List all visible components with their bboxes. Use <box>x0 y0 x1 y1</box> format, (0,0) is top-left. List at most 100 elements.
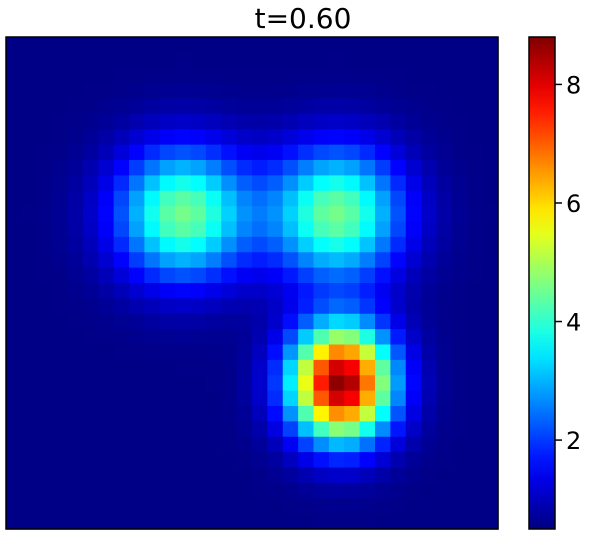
heatmap-cell <box>159 144 176 161</box>
heatmap-cell <box>82 52 99 69</box>
heatmap-cell <box>328 498 345 515</box>
heatmap-cell <box>98 482 115 499</box>
heatmap-cell <box>451 452 468 469</box>
heatmap-cell <box>190 390 207 407</box>
heatmap-cell <box>159 313 176 330</box>
heatmap-cell <box>36 329 53 346</box>
heatmap-cell <box>236 83 253 100</box>
heatmap-cell <box>252 252 268 269</box>
heatmap-cell <box>175 436 192 453</box>
heatmap-cell <box>113 37 130 53</box>
heatmap-cell <box>236 390 253 407</box>
heatmap-cell <box>175 67 192 84</box>
heatmap-cell <box>328 421 345 438</box>
heatmap-cell <box>375 344 391 361</box>
heatmap-cell <box>175 52 192 69</box>
heatmap-cell <box>313 252 330 269</box>
heatmap-cell <box>436 221 453 238</box>
heatmap-cell <box>190 206 207 223</box>
heatmap-cell <box>190 436 207 453</box>
heatmap-cell <box>282 359 299 376</box>
heatmap-cell <box>421 467 438 484</box>
heatmap-cell <box>6 482 22 499</box>
heatmap-cell <box>36 482 53 499</box>
heatmap-cell <box>421 436 438 453</box>
heatmap-cell <box>205 221 222 238</box>
heatmap-cell <box>390 344 407 361</box>
heatmap-cell <box>159 221 176 238</box>
heatmap-cell <box>221 283 238 299</box>
heatmap-cell <box>129 113 145 130</box>
heatmap-cell <box>313 513 330 530</box>
heatmap-cell <box>359 313 376 330</box>
heatmap-cell <box>282 160 299 176</box>
heatmap-cell <box>375 190 391 207</box>
heatmap-cell <box>482 436 499 453</box>
heatmap-cell <box>144 98 161 115</box>
heatmap-cell <box>113 190 130 207</box>
heatmap-cell <box>375 359 391 376</box>
heatmap-cell <box>267 190 284 207</box>
heatmap-cell <box>359 37 376 53</box>
heatmap-cell <box>175 236 192 253</box>
heatmap-cell <box>298 144 315 161</box>
heatmap-cell <box>113 344 130 361</box>
heatmap-cell <box>67 283 84 299</box>
heatmap-cell <box>267 482 284 499</box>
heatmap-cell <box>129 298 145 315</box>
heatmap-cell <box>282 206 299 223</box>
heatmap-cell <box>267 160 284 176</box>
heatmap-cell <box>267 236 284 253</box>
heatmap-cell <box>21 175 38 192</box>
colorbar-tick-label: 8 <box>566 71 581 99</box>
heatmap-cell <box>344 513 361 530</box>
heatmap-cell <box>159 329 176 346</box>
heatmap-cell <box>467 452 484 469</box>
heatmap-cell <box>36 298 53 315</box>
heatmap-frame <box>5 36 499 530</box>
heatmap-cell <box>467 52 484 69</box>
heatmap-cell <box>467 406 484 422</box>
heatmap-cell <box>451 252 468 269</box>
heatmap-cell <box>159 390 176 407</box>
heatmap-cell <box>82 144 99 161</box>
heatmap-cell <box>267 344 284 361</box>
heatmap-cell <box>344 283 361 299</box>
heatmap-cell <box>436 513 453 530</box>
heatmap-cell <box>159 513 176 530</box>
heatmap-cell <box>221 359 238 376</box>
heatmap-cell <box>467 236 484 253</box>
heatmap-cell <box>190 344 207 361</box>
heatmap-cell <box>375 175 391 192</box>
heatmap-cell <box>36 436 53 453</box>
heatmap-cell <box>359 513 376 530</box>
heatmap-cell <box>98 283 115 299</box>
heatmap-cell <box>328 406 345 422</box>
heatmap-cell <box>36 83 53 100</box>
heatmap-cell <box>205 482 222 499</box>
chart-title: t=0.60 <box>255 2 352 35</box>
heatmap-cell <box>236 283 253 299</box>
heatmap-cell <box>467 129 484 146</box>
heatmap-cell <box>313 467 330 484</box>
heatmap-cell <box>313 67 330 84</box>
heatmap-cell <box>467 390 484 407</box>
heatmap-cell <box>221 482 238 499</box>
heatmap-cell <box>98 252 115 269</box>
heatmap-cell <box>129 359 145 376</box>
heatmap-cell <box>67 252 84 269</box>
heatmap-cell <box>205 52 222 69</box>
heatmap-cell <box>144 421 161 438</box>
heatmap-cell <box>436 252 453 269</box>
heatmap-cell <box>267 298 284 315</box>
heatmap-cell <box>313 160 330 176</box>
heatmap-cell <box>221 375 238 392</box>
heatmap-cell <box>205 359 222 376</box>
heatmap-cell <box>6 144 22 161</box>
heatmap-cell <box>405 252 422 269</box>
heatmap-cell <box>190 52 207 69</box>
heatmap-cell <box>344 83 361 100</box>
heatmap-cell <box>36 221 53 238</box>
heatmap-cell <box>175 175 192 192</box>
heatmap-cell <box>190 236 207 253</box>
